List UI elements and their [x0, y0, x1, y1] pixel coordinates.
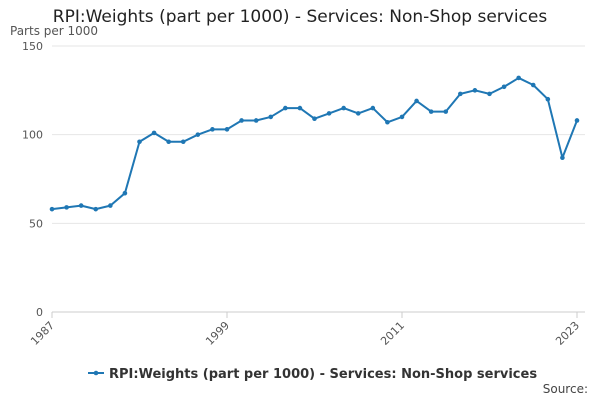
data-point — [122, 190, 128, 196]
y-tick-label: 100 — [22, 129, 43, 142]
data-point — [501, 84, 507, 90]
data-point — [239, 118, 244, 123]
data-point — [64, 205, 69, 210]
data-point — [195, 132, 201, 137]
source-label: Source: — [542, 382, 588, 396]
data-point — [458, 91, 463, 97]
data-point — [487, 91, 492, 97]
data-point — [108, 203, 113, 208]
data-point — [385, 119, 390, 125]
y-tick-label: 150 — [22, 40, 43, 53]
data-point — [516, 75, 521, 81]
data-point — [180, 139, 186, 145]
series-line — [51, 76, 578, 211]
y-tick-label: 0 — [36, 306, 43, 319]
data-point — [78, 203, 84, 208]
data-point — [443, 109, 449, 114]
data-point — [283, 105, 288, 111]
data-point — [137, 139, 142, 145]
data-point — [253, 118, 259, 123]
data-point — [166, 139, 171, 145]
data-point — [341, 105, 346, 111]
legend-swatch-point — [93, 370, 99, 376]
data-point — [414, 98, 419, 104]
data-point — [312, 116, 317, 122]
legend-label: RPI:Weights (part per 1000) - Services: … — [109, 367, 537, 382]
data-point — [224, 127, 230, 132]
data-point — [268, 114, 274, 120]
data-point — [93, 206, 99, 212]
x-tick-label: 1987 — [28, 319, 57, 348]
data-point — [530, 82, 536, 88]
data-point — [326, 111, 332, 116]
data-point — [560, 155, 565, 161]
data-point — [297, 105, 303, 111]
x-tick-label: 2011 — [378, 319, 407, 348]
data-point — [545, 96, 551, 102]
data-point — [574, 118, 580, 123]
data-point — [399, 114, 405, 120]
data-point — [151, 130, 157, 136]
data-point — [355, 111, 361, 116]
y-axis-label: Parts per 1000 — [10, 24, 99, 38]
y-tick-label: 50 — [29, 217, 43, 230]
x-tick-label: 1999 — [203, 319, 232, 348]
chart-title: RPI:Weights (part per 1000) - Services: … — [52, 7, 548, 27]
data-point — [472, 88, 478, 93]
data-point — [210, 127, 215, 132]
data-point — [428, 109, 434, 114]
x-tick-label: 2023 — [553, 319, 582, 348]
data-point — [370, 105, 376, 111]
data-point — [49, 206, 55, 212]
